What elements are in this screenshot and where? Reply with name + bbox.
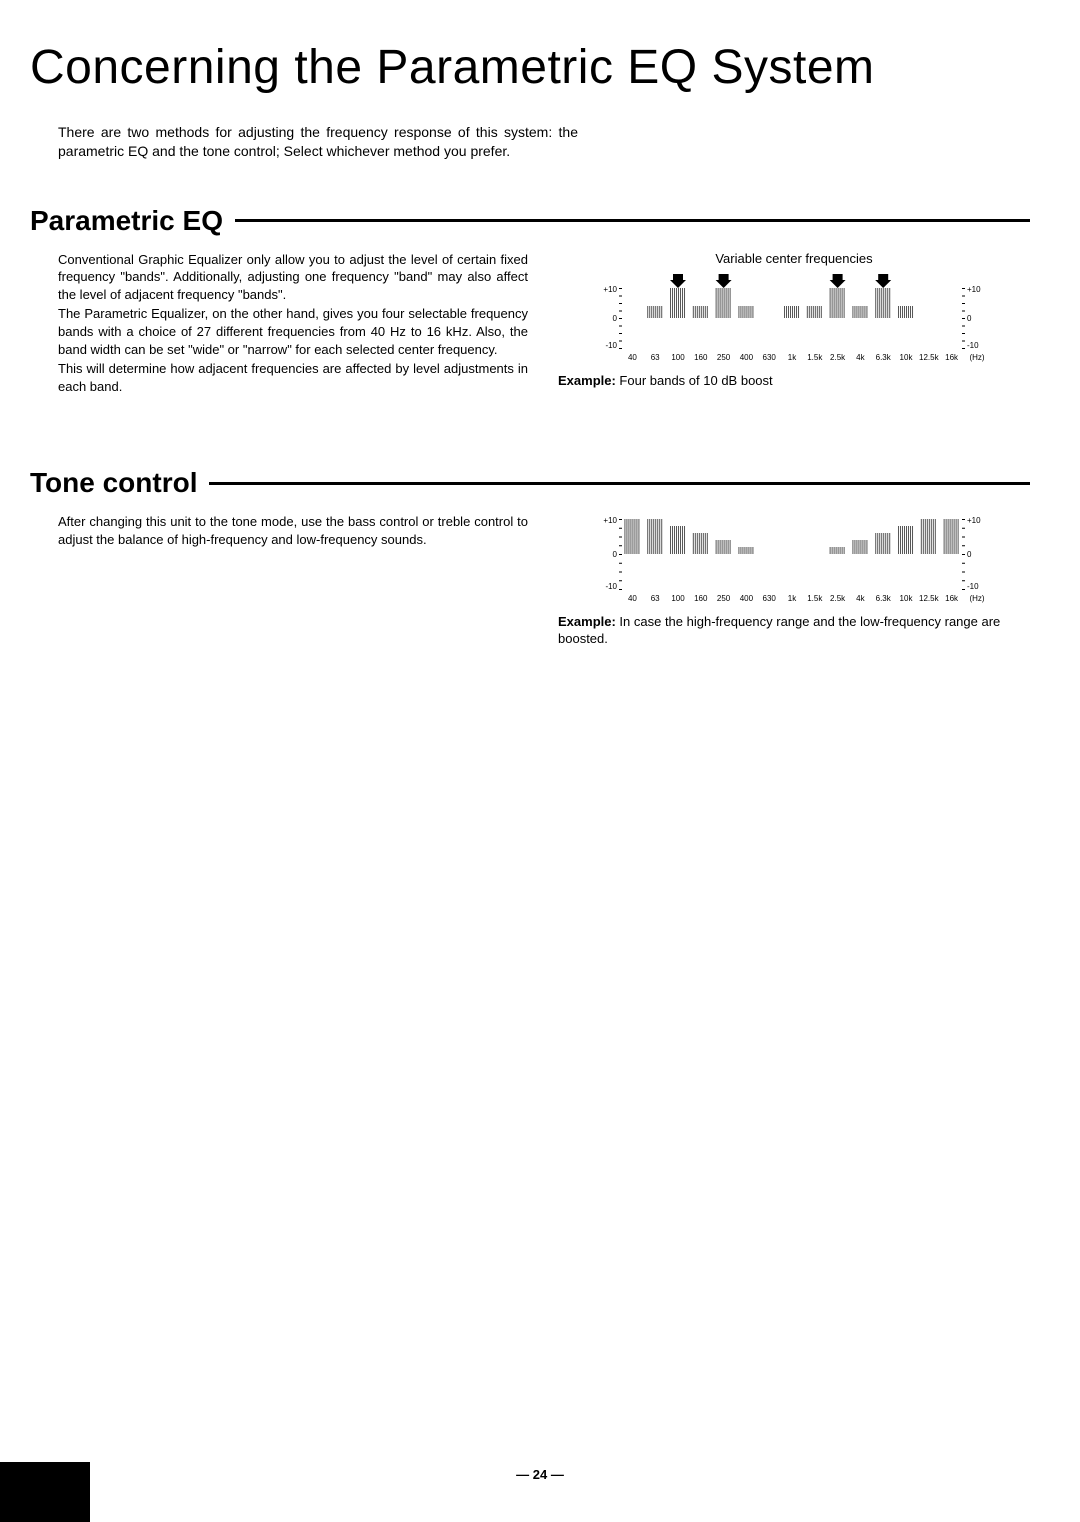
svg-text:+10: +10 <box>967 285 981 294</box>
page-number: — 24 — <box>0 1467 1080 1482</box>
svg-text:0: 0 <box>967 550 972 559</box>
svg-text:+10: +10 <box>603 285 617 294</box>
svg-text:100: 100 <box>671 353 685 362</box>
svg-text:100: 100 <box>671 594 685 603</box>
svg-text:6.3k: 6.3k <box>876 353 892 362</box>
svg-text:40: 40 <box>628 594 637 603</box>
parametric-body: Conventional Graphic Equalizer only allo… <box>58 251 528 397</box>
svg-text:0: 0 <box>967 314 972 323</box>
svg-text:400: 400 <box>740 594 754 603</box>
manual-page: Concerning the Parametric EQ System Ther… <box>0 0 1080 1522</box>
svg-text:-10: -10 <box>967 582 979 591</box>
tone-eq-chart: +10 0 -10 +10 0 -10 40 63 100 160 250 400 630 1k 1.5k 2… <box>599 513 989 606</box>
svg-text:160: 160 <box>694 594 708 603</box>
svg-text:4k: 4k <box>856 353 865 362</box>
svg-text:+10: +10 <box>603 516 617 525</box>
svg-text:2.5k: 2.5k <box>830 594 846 603</box>
svg-text:6.3k: 6.3k <box>876 594 892 603</box>
section-title-tone: Tone control <box>30 467 197 499</box>
svg-text:16k: 16k <box>945 594 959 603</box>
section-header: Tone control <box>30 467 1030 499</box>
section-tone: Tone control After changing this unit to… <box>30 467 1030 648</box>
tone-example: Example: In case the high-frequency rang… <box>558 614 1030 648</box>
section-parametric: Parametric EQ Conventional Graphic Equal… <box>30 205 1030 397</box>
section-rule <box>209 482 1030 485</box>
svg-text:630: 630 <box>763 594 777 603</box>
section-header: Parametric EQ <box>30 205 1030 237</box>
svg-text:63: 63 <box>651 353 660 362</box>
svg-text:-10: -10 <box>967 341 979 350</box>
svg-text:250: 250 <box>717 353 731 362</box>
svg-text:0: 0 <box>613 314 618 323</box>
svg-text:(Hz): (Hz) <box>969 594 984 603</box>
example-text: In case the high-frequency range and the… <box>558 614 1000 646</box>
svg-text:16k: 16k <box>945 353 959 362</box>
svg-text:250: 250 <box>717 594 731 603</box>
svg-text:630: 630 <box>763 353 777 362</box>
svg-text:4k: 4k <box>856 594 865 603</box>
svg-text:10k: 10k <box>900 353 914 362</box>
example-label: Example: <box>558 614 616 629</box>
svg-text:1k: 1k <box>788 353 797 362</box>
svg-text:10k: 10k <box>900 594 914 603</box>
svg-text:63: 63 <box>651 594 660 603</box>
svg-text:160: 160 <box>694 353 708 362</box>
svg-text:1.5k: 1.5k <box>807 353 823 362</box>
svg-text:400: 400 <box>740 353 754 362</box>
svg-text:12.5k: 12.5k <box>919 353 940 362</box>
svg-text:1.5k: 1.5k <box>807 594 823 603</box>
parametric-chart-label: Variable center frequencies <box>558 251 1030 266</box>
svg-text:12.5k: 12.5k <box>919 594 940 603</box>
example-label: Example: <box>558 373 616 388</box>
page-title: Concerning the Parametric EQ System <box>30 40 1030 95</box>
svg-text:2.5k: 2.5k <box>830 353 846 362</box>
svg-text:-10: -10 <box>605 582 617 591</box>
svg-text:40: 40 <box>628 353 637 362</box>
section-rule <box>235 219 1030 222</box>
parametric-eq-chart: +10 0 -10 +10 0 -10 40 63 100 160 250 400 630 1k 1.5k 2… <box>599 272 989 365</box>
svg-text:(Hz): (Hz) <box>969 353 984 362</box>
svg-text:-10: -10 <box>605 341 617 350</box>
example-text: Four bands of 10 dB boost <box>616 373 773 388</box>
intro-paragraph: There are two methods for adjusting the … <box>58 123 578 161</box>
svg-text:0: 0 <box>613 550 618 559</box>
section-title-parametric: Parametric EQ <box>30 205 223 237</box>
parametric-example: Example: Four bands of 10 dB boost <box>558 373 1030 390</box>
svg-text:1k: 1k <box>788 594 797 603</box>
svg-text:+10: +10 <box>967 516 981 525</box>
print-artifact <box>0 1462 90 1522</box>
tone-body: After changing this unit to the tone mod… <box>58 513 528 548</box>
